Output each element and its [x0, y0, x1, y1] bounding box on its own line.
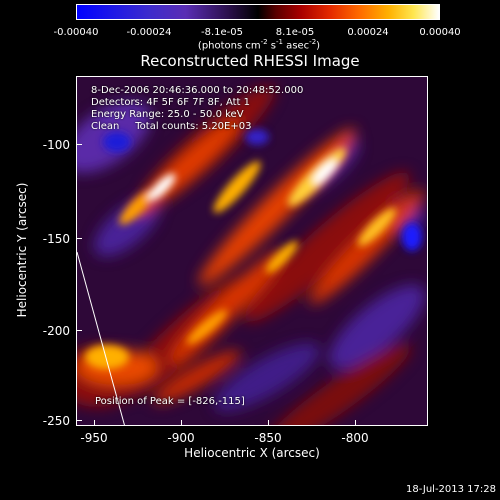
y-tick-mark: [76, 238, 82, 239]
image-plot: 8-Dec-2006 20:46:36.000 to 20:48:52.000 …: [76, 76, 428, 426]
clean-counts-info: Clean Total counts: 5.20E+03: [91, 121, 252, 132]
colorbar-units: (photons cm-2 s-1 asec-2): [197, 38, 321, 52]
y-tick-mark: [76, 420, 82, 421]
y-tick-label: -250: [42, 414, 70, 428]
y-tick-mark: [76, 330, 82, 331]
x-axis-label: Heliocentric X (arcsec): [184, 446, 320, 460]
colorbar: [76, 4, 440, 20]
colorbar-tick-label: 0.00024: [347, 27, 389, 38]
x-tick-label: -900: [167, 431, 195, 445]
colorbar-tick-label: 0.00040: [419, 27, 461, 38]
peak-position: Position of Peak = [-826,-115]: [95, 396, 245, 407]
y-tick-mark: [76, 144, 82, 145]
x-tick-mark: [268, 420, 269, 426]
y-tick-label: -150: [42, 232, 70, 246]
x-tick-label: -950: [80, 431, 108, 445]
plot-title: Reconstructed RHESSI Image: [140, 52, 360, 70]
y-axis-label: Heliocentric Y (arcsec): [15, 182, 29, 318]
colorbar-tick-label: 8.1e-05: [275, 27, 315, 38]
x-tick-mark: [94, 420, 95, 426]
detectors-info: Detectors: 4F 5F 6F 7F 8F, Att 1: [91, 97, 251, 108]
x-tick-label: -800: [341, 431, 369, 445]
generation-timestamp: 18-Jul-2013 17:28: [405, 484, 496, 495]
x-tick-mark: [181, 420, 182, 426]
x-tick-label: -850: [254, 431, 282, 445]
reconstructed-image: [77, 77, 427, 425]
colorbar-tick-label: -0.00040: [53, 27, 99, 38]
y-tick-label: -100: [42, 138, 70, 152]
x-tick-mark: [355, 420, 356, 426]
energy-range-info: Energy Range: 25.0 - 50.0 keV: [91, 109, 244, 120]
colorbar-tick-label: -8.1e-05: [201, 27, 243, 38]
observation-time: 8-Dec-2006 20:46:36.000 to 20:48:52.000: [91, 85, 304, 96]
y-tick-label: -200: [42, 324, 70, 338]
colorbar-tick-label: -0.00024: [126, 27, 172, 38]
